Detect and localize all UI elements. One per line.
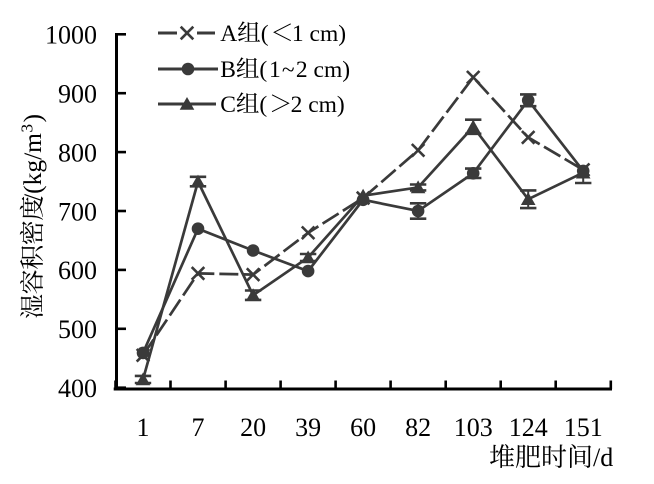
svg-text:7: 7 — [192, 413, 205, 442]
svg-text:124: 124 — [509, 413, 548, 442]
svg-text:/d: /d — [593, 443, 613, 472]
svg-text:82: 82 — [405, 413, 431, 442]
svg-text:2 cm): 2 cm) — [296, 57, 350, 83]
svg-text:600: 600 — [58, 256, 97, 285]
svg-text:400: 400 — [58, 374, 97, 403]
svg-text:2 cm): 2 cm) — [291, 92, 345, 118]
svg-text:(: ( — [261, 21, 269, 47]
svg-text:900: 900 — [58, 80, 97, 109]
svg-text:A: A — [220, 21, 237, 47]
svg-text:800: 800 — [58, 138, 97, 167]
svg-text:/(kg/m: /(kg/m — [18, 133, 47, 201]
svg-text:151: 151 — [564, 413, 603, 442]
svg-text:20: 20 — [240, 413, 266, 442]
svg-text:(: ( — [259, 57, 267, 83]
svg-text:1000: 1000 — [45, 21, 97, 50]
svg-text:3: 3 — [18, 124, 37, 133]
svg-text:B: B — [220, 57, 236, 83]
svg-text:): ) — [18, 114, 47, 123]
svg-text:C: C — [220, 92, 236, 118]
svg-text:60: 60 — [350, 413, 376, 442]
svg-text:103: 103 — [454, 413, 493, 442]
svg-text:700: 700 — [58, 197, 97, 226]
svg-text:39: 39 — [295, 413, 321, 442]
svg-text:~: ~ — [282, 57, 295, 83]
svg-text:1: 1 — [269, 57, 281, 83]
svg-text:1: 1 — [137, 413, 150, 442]
svg-text:500: 500 — [58, 315, 97, 344]
svg-text:1 cm): 1 cm) — [292, 21, 346, 47]
svg-text:(: ( — [259, 92, 267, 118]
